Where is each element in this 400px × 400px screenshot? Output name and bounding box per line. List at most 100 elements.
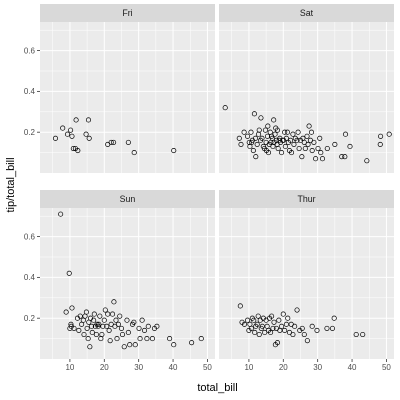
data-point	[105, 311, 111, 317]
data-point	[189, 340, 195, 346]
data-point	[254, 141, 260, 147]
facet-strip	[219, 190, 394, 208]
data-point	[244, 133, 251, 139]
data-point	[332, 141, 338, 147]
data-point	[251, 111, 257, 117]
data-point	[253, 154, 259, 160]
data-point	[302, 145, 308, 152]
data-point	[108, 321, 114, 327]
x-axis-title: total_bill	[197, 382, 237, 394]
data-point	[114, 336, 120, 342]
data-point	[305, 141, 311, 147]
data-point	[270, 325, 276, 331]
data-point	[58, 211, 64, 217]
data-point	[377, 141, 383, 147]
data-point	[144, 336, 150, 342]
facet-strip	[40, 4, 215, 22]
x-tick-label: 50	[203, 363, 212, 372]
data-point	[329, 325, 336, 331]
data-point	[86, 135, 92, 141]
panel-background	[40, 208, 215, 359]
data-point	[295, 129, 301, 135]
panel-background	[40, 22, 215, 173]
data-point	[52, 135, 59, 141]
y-tick-label: 0.6	[24, 46, 36, 55]
data-point	[308, 129, 315, 135]
data-point	[241, 129, 247, 135]
data-point	[107, 338, 113, 344]
data-point	[252, 135, 258, 141]
data-point	[294, 137, 300, 143]
data-point	[290, 331, 296, 338]
x-tick-label: 40	[169, 363, 178, 372]
x-tick-label: 10	[65, 363, 74, 372]
facet-strip-label: Sat	[300, 8, 314, 18]
x-tick-label: 50	[382, 363, 391, 372]
data-point	[131, 319, 137, 325]
data-point	[132, 342, 138, 348]
data-point	[171, 148, 177, 154]
data-point	[248, 325, 254, 331]
data-point	[137, 336, 143, 342]
data-point	[313, 156, 319, 162]
data-point	[256, 331, 262, 338]
data-point	[115, 321, 121, 327]
data-point	[262, 329, 268, 336]
data-point	[282, 143, 288, 150]
data-point	[241, 321, 247, 327]
data-point	[171, 342, 177, 348]
data-point	[251, 317, 257, 323]
data-point	[198, 336, 204, 342]
data-point	[167, 336, 173, 342]
data-point	[76, 327, 82, 333]
data-point	[118, 325, 125, 331]
y-tick-label: 0.2	[24, 128, 36, 137]
data-point	[83, 309, 89, 315]
data-point	[309, 323, 315, 329]
data-point	[68, 321, 74, 327]
data-point	[85, 117, 92, 123]
data-point	[279, 150, 285, 156]
data-point	[283, 321, 289, 327]
data-point	[237, 303, 243, 309]
data-point	[364, 158, 370, 164]
data-point	[318, 150, 324, 156]
data-point	[342, 131, 349, 137]
data-point	[71, 325, 77, 331]
data-point	[96, 321, 102, 327]
data-point	[85, 336, 91, 342]
data-point	[63, 309, 69, 315]
data-point	[254, 321, 260, 327]
data-point	[288, 150, 295, 156]
x-tick-label: 20	[279, 363, 288, 372]
data-point	[91, 311, 97, 317]
data-point	[113, 317, 119, 323]
data-point	[83, 131, 89, 137]
data-point	[282, 327, 288, 333]
data-point	[64, 131, 71, 137]
data-point	[272, 131, 278, 137]
data-point	[124, 317, 130, 323]
data-point	[259, 323, 265, 329]
facet-strip	[40, 190, 215, 208]
data-point	[304, 338, 310, 344]
data-point	[256, 127, 262, 133]
data-point	[360, 331, 366, 338]
data-point	[111, 139, 117, 145]
data-point	[84, 325, 90, 331]
data-point	[131, 150, 137, 156]
data-point	[299, 325, 305, 331]
data-point	[274, 340, 281, 346]
data-point	[111, 299, 117, 305]
data-point	[279, 323, 285, 329]
data-point	[108, 139, 114, 145]
data-point	[106, 327, 112, 333]
data-point	[69, 305, 75, 311]
data-point	[258, 115, 264, 121]
data-point	[284, 129, 290, 135]
data-point	[89, 323, 95, 329]
data-point	[117, 313, 123, 319]
data-point	[222, 105, 228, 111]
data-point	[238, 141, 244, 147]
